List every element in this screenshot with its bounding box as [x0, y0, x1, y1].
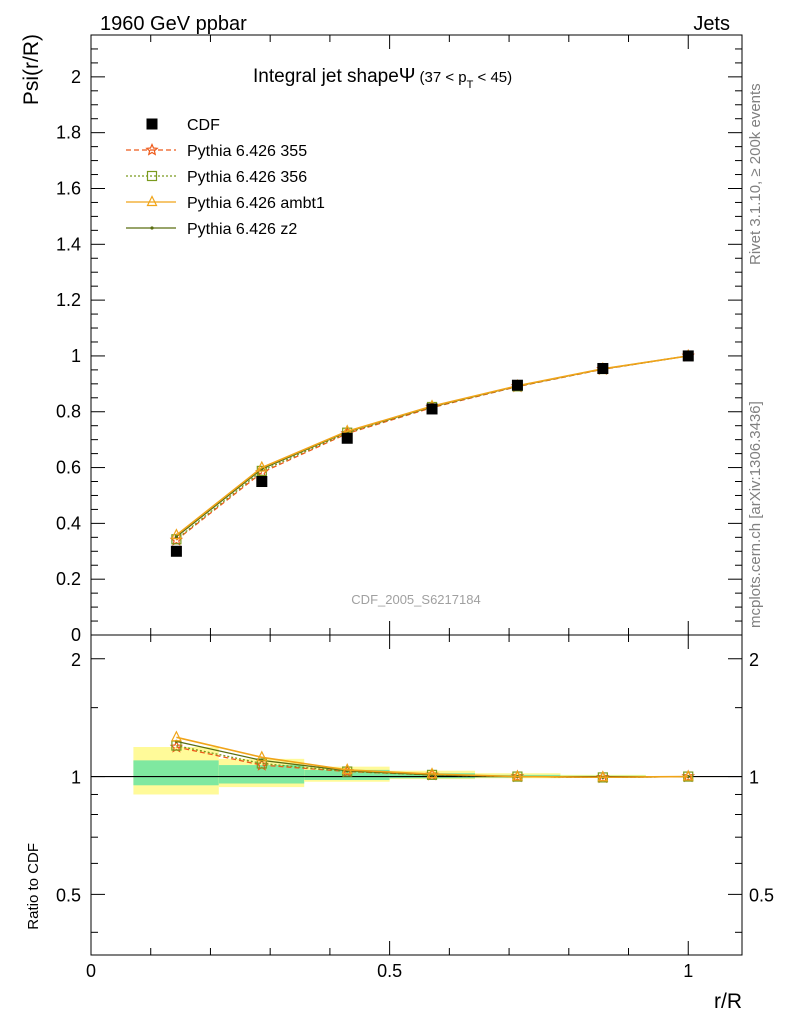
- legend-label: CDF: [187, 117, 220, 134]
- ambt1-marker: [146, 195, 158, 207]
- y-tick-label: 1: [71, 346, 81, 366]
- y-tick-label: 2: [71, 67, 81, 87]
- ratio-frame: [90, 634, 743, 956]
- plot-title: Integral jet shapeΨ (37 < pT < 45): [253, 65, 512, 91]
- ratio-axis-label: Ratio to CDF: [25, 843, 42, 930]
- ratio-tick-label-right: 0.5: [749, 885, 774, 905]
- ambt1-marker: [341, 763, 353, 774]
- cdf-marker: [256, 476, 268, 488]
- ambt1-line: [175, 355, 689, 536]
- ambt1-marker: [511, 769, 523, 781]
- title-range-sub: T: [467, 79, 474, 91]
- ambt1-ratio-line: [176, 736, 689, 779]
- cdf-marker: [426, 403, 438, 415]
- ambt1-marker: [426, 767, 438, 779]
- ambt1-marker: [170, 528, 182, 540]
- ratio-tick-label: 2: [71, 650, 81, 670]
- ratio-tick-label-right: 1: [749, 768, 759, 788]
- ambt1-marker: [256, 750, 268, 762]
- ratio-tick-label-right: 2: [749, 650, 759, 670]
- band-stat: [304, 769, 390, 780]
- rivet-label: Rivet 3.1.10, ≥ 200k events: [747, 83, 764, 265]
- y-tick-label: 1.2: [56, 290, 81, 310]
- ambt1-marker: [256, 460, 268, 472]
- header-right: Jets: [693, 13, 730, 35]
- y-tick-label: 1.6: [56, 178, 81, 198]
- x-axis-label: r/R: [714, 990, 742, 1013]
- y-tick-label: 0.6: [56, 458, 81, 478]
- watermark: CDF_2005_S6217184: [351, 592, 480, 607]
- series-layer: [169, 348, 696, 784]
- mcplots-label: mcplots.cern.ch [arXiv:1306.3436]: [747, 401, 764, 628]
- p355-marker: [145, 142, 159, 156]
- y-tick-label: 0.8: [56, 402, 81, 422]
- title-range-pre: (37 < p: [419, 69, 466, 86]
- title-main: Integral jet shape: [253, 66, 399, 87]
- x-tick-label: 0: [86, 961, 96, 981]
- legend-item: CDF: [146, 117, 220, 134]
- cdf-marker: [597, 362, 609, 374]
- title-psi: Ψ: [399, 65, 416, 87]
- y-axis-label: Psi(r/R): [20, 34, 43, 105]
- legend-item: Pythia 6.426 z2: [126, 221, 297, 238]
- y-tick-label: 0.2: [56, 569, 81, 589]
- header-left: 1960 GeV ppbar: [100, 13, 247, 35]
- cdf-marker: [170, 545, 182, 557]
- y-tick-label: 1.4: [56, 234, 81, 254]
- legend-item: Pythia 6.426 ambt1: [126, 195, 325, 212]
- legend-item: Pythia 6.426 355: [126, 142, 307, 160]
- y-tick-label: 0.4: [56, 513, 81, 533]
- axes: 0 0.5 1 0 0.2 0.4 0.6 0.8 1 1.2 1.4 1.6 1.8 2 0.5 0.5 1 1…: [56, 34, 774, 981]
- p356-marker: [146, 170, 158, 182]
- legend-label: Pythia 6.426 355: [187, 143, 307, 160]
- cdf-marker: [511, 379, 523, 391]
- title-range-post: < 45): [473, 69, 512, 86]
- z2-line: [175, 355, 689, 538]
- band-stat: [133, 760, 219, 786]
- band-stat: [218, 765, 305, 784]
- x-tick-label: 0.5: [377, 961, 402, 981]
- legend: CDF Pythia 6.426 355 Pythia 6.426 356 Pythi…: [126, 117, 325, 238]
- ambt1-marker: [170, 730, 182, 742]
- z2-marker: [174, 535, 179, 539]
- legend-label: Pythia 6.426 z2: [187, 221, 297, 238]
- z2-marker: [150, 226, 154, 230]
- cdf-marker: [341, 432, 353, 444]
- legend-label: Pythia 6.426 ambt1: [187, 195, 325, 212]
- cdf-marker: [682, 350, 694, 362]
- ratio-tick-label: 0.5: [56, 885, 81, 905]
- cdf-marker: [146, 118, 158, 130]
- p356-line: [175, 355, 689, 540]
- legend-item: Pythia 6.426 356: [126, 169, 307, 186]
- y-tick-label: 1.8: [56, 123, 81, 143]
- x-tick-label: 1: [683, 961, 693, 981]
- y-tick-label: 0: [71, 625, 81, 645]
- p355-line: [175, 355, 689, 541]
- ambt1-marker: [682, 769, 694, 781]
- ambt1-marker: [597, 770, 609, 782]
- ratio-tick-label: 1: [71, 768, 81, 788]
- legend-label: Pythia 6.426 356: [187, 169, 307, 186]
